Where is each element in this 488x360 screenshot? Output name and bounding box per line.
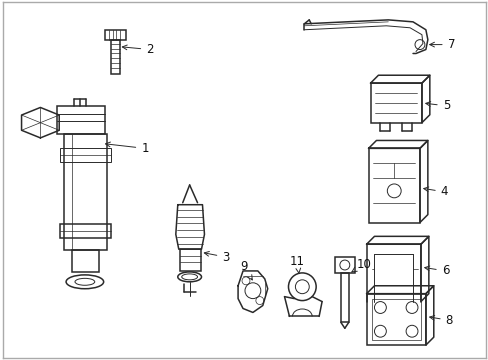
Bar — [60, 148, 110, 162]
Bar — [340, 273, 348, 322]
Text: 1: 1 — [105, 142, 148, 155]
Bar — [60, 225, 110, 238]
Bar — [57, 106, 104, 134]
Text: 8: 8 — [429, 314, 452, 327]
Bar — [371, 298, 420, 340]
Bar — [110, 40, 120, 74]
Text: 4: 4 — [423, 185, 447, 198]
Bar — [368, 148, 419, 222]
Text: 9: 9 — [240, 261, 252, 280]
Text: 11: 11 — [289, 255, 304, 273]
Text: 3: 3 — [204, 251, 229, 264]
Bar — [104, 30, 126, 40]
Bar — [64, 134, 106, 250]
Bar — [366, 294, 425, 345]
Bar — [72, 250, 99, 272]
Text: 7: 7 — [429, 38, 454, 51]
Bar — [370, 83, 421, 123]
Text: 10: 10 — [351, 257, 371, 272]
Bar — [334, 257, 354, 273]
Text: 2: 2 — [122, 43, 153, 56]
Text: 6: 6 — [424, 265, 448, 278]
Bar — [180, 249, 200, 271]
Text: 5: 5 — [425, 99, 449, 112]
